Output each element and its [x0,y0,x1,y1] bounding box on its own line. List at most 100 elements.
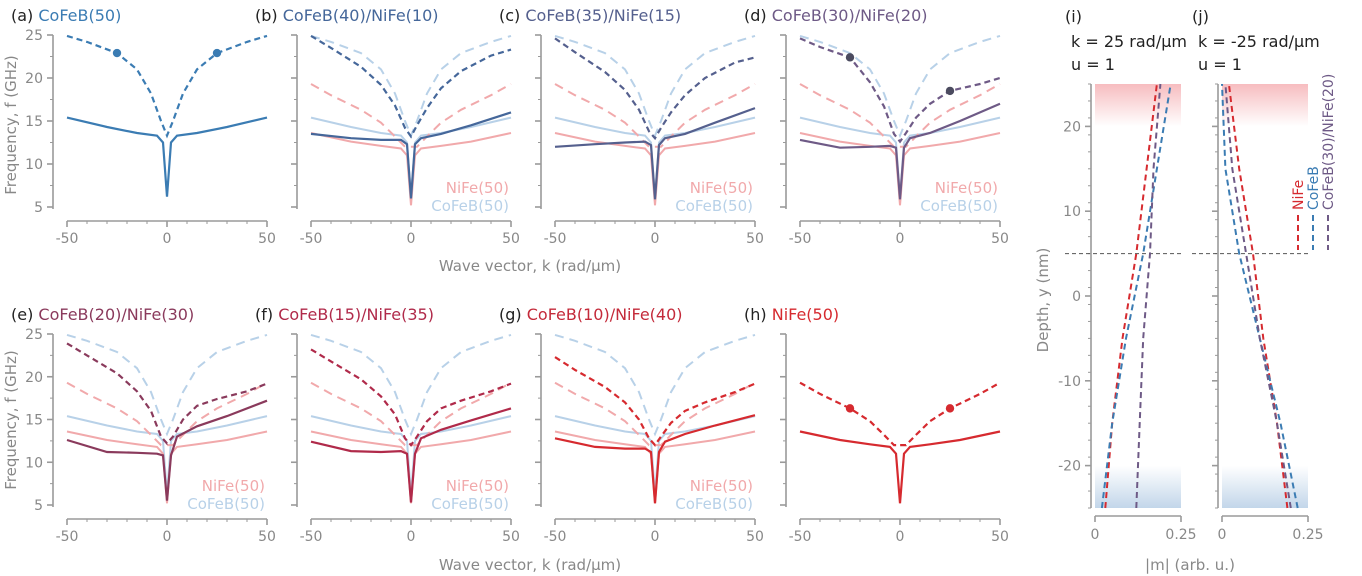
panel-title: (b) CoFeB(40)/NiFe(10) [255,6,439,25]
y-tick-label: 20 [1063,119,1081,135]
panel-letter: (b) [255,6,283,25]
legend-label: CoFeB [1306,166,1322,210]
data-point [945,404,955,413]
y-tick-label: -20 [1058,459,1081,475]
panel-name: CoFeB(35)/NiFe(15) [525,6,681,25]
series-solid-line [310,407,512,503]
reference-solid-line [310,132,512,206]
reference-dashed-line [66,381,268,447]
y-tick-label: 10 [25,157,43,173]
x-tick-label: 50 [502,231,520,247]
panel-letter: (h) [744,305,772,324]
panel-title: k = 25 rad/µm [1071,32,1187,51]
x-tick-label: 50 [258,231,276,247]
panel-title: (a) CoFeB(50) [11,6,121,25]
legend-cofeb-reference: CoFeB(50) [920,197,998,215]
nife-region-band [1095,84,1181,127]
y-tick-label: 10 [1063,204,1081,220]
panel-title: (c) CoFeB(35)/NiFe(15) [499,6,681,25]
panel-b: -50 0 50 NiFe(50)CoFeB(50) (b) CoFeB(40)/NiF… [255,6,520,247]
series-dashed-line [554,37,756,141]
x-tick-label: 0 [896,231,905,247]
y-tick-label: 10 [25,455,43,471]
x-tick-label: 0 [163,231,172,247]
profile-line [1135,83,1162,509]
panel-letter: (a) [11,6,38,25]
data-point [845,404,855,413]
legend-cofeb-reference: CoFeB(50) [675,495,753,513]
series-solid-line [66,399,268,501]
data-point [212,48,222,58]
x-tick-label: -50 [300,529,323,545]
panel-title: (e) CoFeB(20)/NiFe(30) [11,305,194,324]
reference-dashed-line [310,83,512,148]
x-tick-label: -50 [544,231,567,247]
x-tick-label: 0 [896,529,905,545]
panel-letter: (g) [499,305,527,324]
panel-f: -50 0 50 NiFe(50)CoFeB(50) (f) CoFeB(15)/NiF… [255,305,520,545]
y-tick-label: 15 [25,413,43,429]
x-tick-label: -50 [789,231,812,247]
series-dashed-line [554,356,756,447]
data-point [112,48,122,58]
panel-j: 0 0.25 (j) k = -25 rad/µm u = 1 NiFe CoFeB CoFe… [1192,7,1337,543]
x-tick-label: 0 [651,529,660,545]
data-point [845,53,855,62]
panel-letter: (e) [11,305,38,324]
panel-g: -50 0 50 NiFe(50)CoFeB(50) (g) CoFeB(10)/NiF… [499,305,764,545]
y-tick-label: -10 [1058,374,1081,390]
series-dashed-line [799,381,1001,447]
panel-title: (g) CoFeB(10)/NiFe(40) [499,305,683,324]
x-tick-label: 0 [407,231,416,247]
reference-dashed-line [554,34,756,139]
legend-label: CoFeB(30)/NiFe(20) [1321,74,1337,210]
panel-letter: (c) [499,6,525,25]
panel-letter: (j) [1192,7,1209,26]
panel-e: 5 10 15 20 25 -50 0 50 NiFe(50)CoFeB(50) (e) CoFe… [11,305,276,545]
x-tick-label: -50 [56,529,79,545]
panel-h: -50 0 50 (h) NiFe(50) [744,305,1009,545]
panel-letter: (f) [255,305,278,324]
x-axis-label-bottom: Wave vector, k (rad/µm) [439,556,621,574]
y-tick-label: 25 [25,28,43,44]
x-tick-label: 50 [746,529,764,545]
series-solid-line [310,111,512,199]
profile-line [1221,83,1299,509]
profile-line [1227,83,1289,509]
reference-dashed-line [554,83,756,148]
nife-region-band [1222,84,1308,127]
panel-name: CoFeB(10)/NiFe(40) [527,305,683,324]
legend-cofeb-reference: CoFeB(50) [675,197,753,215]
panel-name: CoFeB(40)/NiFe(10) [283,6,439,25]
y-axis-label-top: Frequency, f (GHz) [2,55,20,195]
panel-d: -50 0 50 NiFe(50)CoFeB(50) (d) CoFeB(30)/NiF… [744,6,1009,247]
x-tick-label: 0 [651,231,660,247]
series-solid-line [554,107,756,200]
data-point [945,86,955,96]
reference-dashed-line [799,34,1001,139]
y-axis-label-bottom: Frequency, f (GHz) [2,350,20,490]
panel-letter: (i) [1065,7,1082,26]
panel-subtitle: u = 1 [1198,55,1242,74]
series-solid-line [554,414,756,504]
series-solid-line [799,430,1001,504]
y-tick-label: 5 [34,498,43,514]
legend-cofeb-reference: CoFeB(50) [187,495,265,513]
series-dashed-line [66,342,268,446]
x-axis-label-top: Wave vector, k (rad/µm) [439,257,621,275]
x-tick-label: 0 [407,529,416,545]
magnetization-axis-label: |m| (arb. u.) [1145,556,1235,574]
panel-title: (f) CoFeB(15)/NiFe(35) [255,305,434,324]
profile-line [1100,83,1172,509]
series-solid-line [799,102,1001,200]
reference-solid-line [799,132,1001,206]
reference-dashed-line [310,381,512,447]
panel-name: CoFeB(30)/NiFe(20) [772,6,928,25]
y-tick-label: 15 [25,114,43,130]
series-solid-line [66,116,268,197]
panel-a: 5 10 15 20 25 -50 0 50 (a) CoFeB(50) [11,6,276,247]
x-tick-label: -50 [300,231,323,247]
panel-title: k = -25 rad/µm [1198,32,1320,51]
reference-dashed-line [310,34,512,139]
x-tick-label: 50 [991,231,1009,247]
